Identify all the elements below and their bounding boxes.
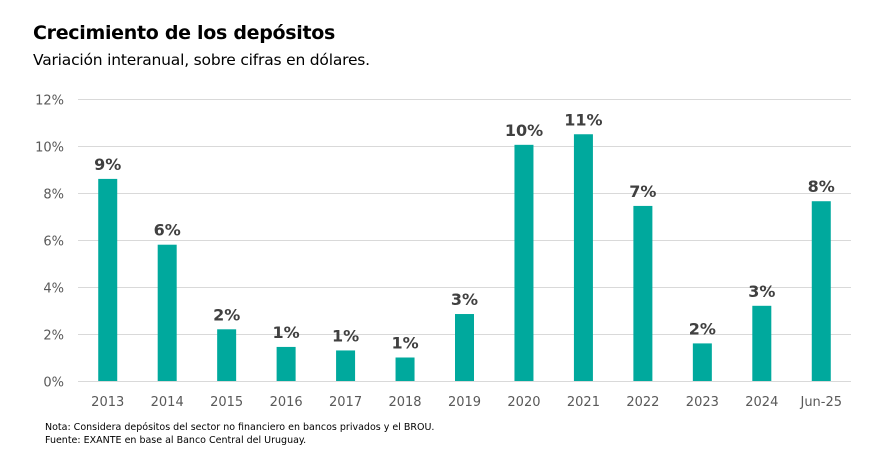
data-labels: 9% 6% 2% 1% 1% 1% 3% 10% 11% 7% 2% 3% 8% bbox=[94, 110, 835, 352]
y-tick-label: 4% bbox=[43, 282, 64, 297]
x-tick-label: 2023 bbox=[686, 395, 719, 410]
footnote-note: Nota: Considera depósitos del sector no … bbox=[45, 422, 435, 433]
x-tick-label: 2018 bbox=[388, 395, 421, 410]
data-label: 1% bbox=[332, 326, 359, 345]
footnote-source: Fuente: EXANTE en base al Banco Central … bbox=[45, 435, 307, 446]
y-tick-label: 0% bbox=[43, 376, 64, 391]
y-tick-label: 2% bbox=[43, 329, 64, 344]
bar bbox=[633, 205, 653, 381]
data-label: 1% bbox=[273, 323, 300, 342]
data-label: 2% bbox=[689, 319, 716, 338]
x-tick-label: 2021 bbox=[567, 395, 600, 410]
x-tick-label: Jun-25 bbox=[799, 395, 842, 410]
bar bbox=[98, 178, 118, 381]
bar bbox=[811, 201, 831, 381]
data-label: 11% bbox=[564, 110, 602, 129]
bar bbox=[573, 134, 593, 381]
x-tick-label: 2020 bbox=[507, 395, 540, 410]
data-label: 7% bbox=[629, 182, 656, 201]
x-tick-label: 2013 bbox=[91, 395, 124, 410]
data-label: 3% bbox=[451, 290, 478, 309]
x-tick-label: 2024 bbox=[745, 395, 778, 410]
data-label: 8% bbox=[808, 177, 835, 196]
bar bbox=[692, 343, 712, 381]
x-tick-label: 2022 bbox=[626, 395, 659, 410]
bar bbox=[514, 144, 534, 381]
bar bbox=[217, 329, 237, 381]
x-axis-ticks: 2013 2014 2015 2016 2017 2018 2019 2020 2021 2022… bbox=[91, 395, 842, 410]
bar bbox=[455, 314, 474, 381]
data-label: 10% bbox=[505, 121, 543, 140]
bar bbox=[276, 346, 296, 381]
chart-subtitle: Variación interanual, sobre cifras en dó… bbox=[33, 51, 370, 69]
x-tick-label: 2017 bbox=[329, 395, 362, 410]
data-label: 2% bbox=[213, 305, 240, 324]
gridlines bbox=[78, 99, 851, 382]
y-tick-label: 8% bbox=[43, 188, 64, 203]
y-tick-label: 6% bbox=[43, 235, 64, 250]
bar bbox=[336, 350, 356, 381]
footnotes: Nota: Considera depósitos del sector no … bbox=[45, 421, 434, 447]
data-label: 6% bbox=[154, 221, 181, 240]
x-tick-label: 2019 bbox=[448, 395, 481, 410]
y-tick-label: 12% bbox=[35, 94, 64, 109]
data-label: 3% bbox=[748, 282, 775, 301]
x-tick-label: 2015 bbox=[210, 395, 243, 410]
data-label: 1% bbox=[391, 334, 418, 353]
y-axis-ticks: 0% 2% 4% 6% 8% 10% 12% bbox=[35, 94, 64, 391]
x-tick-label: 2016 bbox=[270, 395, 303, 410]
y-tick-label: 10% bbox=[35, 141, 64, 156]
chart-title: Crecimiento de los depósitos bbox=[33, 22, 336, 44]
bars bbox=[98, 134, 831, 381]
bar bbox=[157, 244, 177, 381]
x-tick-label: 2014 bbox=[151, 395, 184, 410]
bar bbox=[395, 357, 415, 381]
bar bbox=[752, 305, 772, 381]
data-label: 9% bbox=[94, 155, 121, 174]
